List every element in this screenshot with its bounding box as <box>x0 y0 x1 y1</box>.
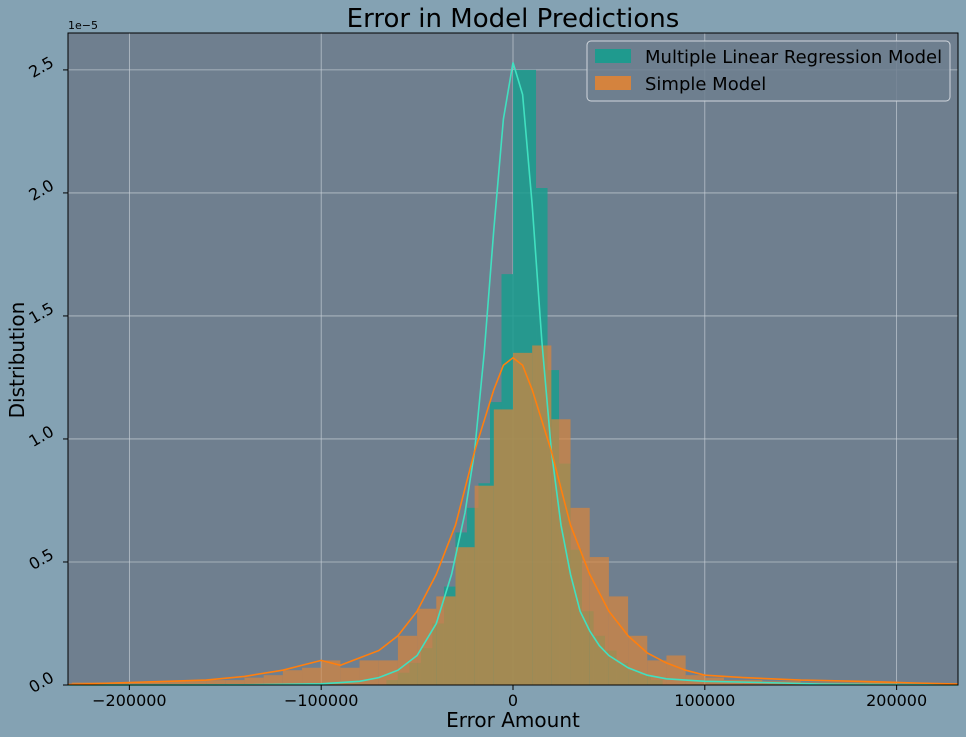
histogram-bar <box>282 670 303 685</box>
histogram-bar <box>397 635 418 685</box>
histogram-bar <box>302 667 322 685</box>
histogram-bar <box>417 608 437 685</box>
x-tick-label: 0 <box>508 691 518 710</box>
histogram-bar <box>110 682 130 685</box>
histogram-bar <box>148 681 168 685</box>
x-tick-label: −200000 <box>92 691 166 710</box>
histogram-bar <box>206 680 226 685</box>
legend-label: Simple Model <box>645 74 766 95</box>
histogram-bar <box>474 485 494 685</box>
plot-area <box>67 32 959 686</box>
x-tick-label: 200000 <box>866 691 927 710</box>
histogram-bar <box>436 596 456 685</box>
x-tick-label: 100000 <box>674 691 735 710</box>
histogram-bar <box>493 409 513 685</box>
histogram-bar <box>532 345 552 685</box>
histogram-bar <box>666 655 686 685</box>
histogram-bar <box>263 675 283 685</box>
histogram-bar <box>455 547 475 685</box>
y-scale-label: 1e−5 <box>68 19 98 32</box>
kde-curves <box>67 62 959 686</box>
legend-swatch <box>595 76 631 90</box>
kde-line <box>67 356 959 686</box>
legend-label: Multiple Linear Regression Model <box>645 47 942 68</box>
histogram-bar <box>628 635 648 685</box>
x-axis-ticks: −200000 −100000 0 100000 200000 <box>92 685 927 710</box>
chart-title: Error in Model Predictions <box>347 4 680 34</box>
x-axis-label: Error Amount <box>446 708 580 732</box>
histogram-bar <box>186 680 207 685</box>
histogram-bar <box>225 680 245 685</box>
histogram-bar <box>513 352 533 685</box>
histogram-bar <box>608 596 629 685</box>
legend-swatch <box>595 49 631 63</box>
kde-line <box>67 62 959 686</box>
legend-box <box>586 40 951 102</box>
histogram-bar <box>378 660 398 685</box>
histogram-bar <box>570 507 590 685</box>
x-tick-label: −100000 <box>284 691 358 710</box>
histogram-bar <box>129 682 149 685</box>
histogram-bar <box>244 677 264 685</box>
y-axis-label: Distribution <box>5 302 29 419</box>
histogram-bar <box>321 660 341 685</box>
histogram-bar <box>340 667 360 685</box>
histogram-bar <box>167 681 187 685</box>
legend: Multiple Linear Regression Model Simple M… <box>586 40 951 102</box>
histogram-bar <box>589 557 609 685</box>
histogram-bar <box>647 660 667 685</box>
